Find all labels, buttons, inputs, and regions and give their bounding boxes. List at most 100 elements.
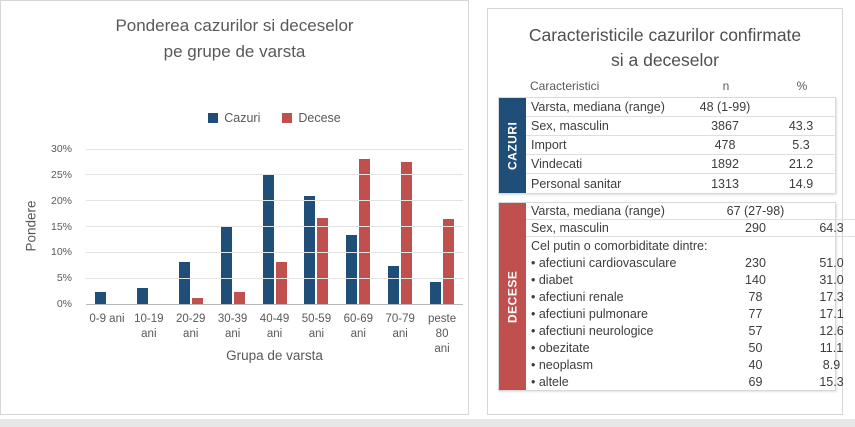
x-tick-line: 60-69 [343, 313, 373, 325]
section-rows: Varsta, mediana (range) 48 (1-99) Sex, mas… [526, 98, 835, 193]
bar-cazuri [304, 195, 316, 304]
bar-group [86, 149, 128, 304]
table-sections: CAZURI Varsta, mediana (range) 48 (1-99) Se… [498, 97, 855, 391]
bar-cazuri [388, 265, 400, 304]
table-row: Cel putin o comorbiditate dintre: [526, 237, 855, 254]
row-name: Sex, masculin [531, 221, 609, 235]
x-tick-line: ani [224, 328, 241, 340]
bar-cazuri [346, 235, 358, 304]
row-n: 78 [748, 289, 763, 304]
row-name: • afectiuni renale [531, 289, 624, 304]
row-n: 3867 [711, 119, 739, 133]
table-row: • diabet 140 31.0 [526, 271, 855, 288]
row-n: 67 (27-98) [726, 204, 785, 218]
bar-cazuri [220, 225, 232, 304]
row-n: 77 [748, 306, 763, 321]
x-tick-label: 60-69 ani [337, 312, 379, 357]
bar-decese [233, 291, 245, 304]
x-tick-line: 50-59 [301, 313, 332, 325]
y-tick-label: 30% [50, 143, 72, 155]
x-tick-line: 40-49 [259, 313, 290, 325]
table-row: • afectiuni renale 78 17.3 [526, 288, 855, 305]
x-tick-label: 10-19 ani [128, 312, 170, 357]
x-tick-line: ani [183, 328, 199, 340]
gridline [86, 148, 463, 150]
section-decese: DECESE Varsta, mediana (range) 67 (27-98) S… [498, 202, 855, 391]
gridline [86, 277, 463, 279]
y-tick-label: 25% [50, 168, 72, 181]
x-tick-label: 50-59 ani [295, 312, 337, 357]
row-n: 230 [745, 255, 766, 270]
x-tick-line: 10-19 [134, 313, 164, 325]
chart-title-line-1: Ponderea cazurilor si deceselor [115, 16, 354, 35]
table-row: Vindecati 1892 21.2 [526, 155, 835, 174]
y-tick-label: 10% [50, 246, 72, 259]
row-name: • diabet [531, 272, 573, 287]
row-n: 1313 [711, 176, 739, 191]
x-tick-line: 20-29 [176, 313, 206, 325]
table-title-line-1: Caracteristicile cazurilor confirmate [528, 25, 802, 45]
bar-cazuri [178, 261, 190, 304]
x-tick-line: ani [434, 343, 450, 355]
x-tick-label: 30-39 ani [212, 312, 254, 357]
row-name: • afectiuni cardiovasculare [531, 255, 677, 270]
bar-group [254, 149, 296, 304]
x-axis-ticks: 0-9 ani 10-19 ani 20-29 ani 30-39 ani 40-49 ani 5… [86, 312, 463, 357]
row-name: • afectiuni pulmonare [531, 306, 648, 321]
bar-group [170, 149, 212, 304]
row-n: 50 [748, 340, 763, 355]
row-name: Sex, masculin [531, 119, 609, 133]
row-pct: 5.3 [792, 138, 810, 152]
bar-decese [401, 162, 413, 304]
row-pct: 15.3 [819, 374, 844, 389]
bar-group [212, 149, 254, 304]
legend-swatch-icon [282, 113, 293, 123]
gridline [86, 174, 463, 176]
x-axis-title: Grupa de varsta [226, 348, 323, 363]
bar-decese [443, 218, 455, 304]
row-n: 48 (1-99) [699, 100, 751, 114]
x-tick-label: 0-9 ani [86, 312, 128, 357]
cases-deaths-chart-card: Ponderea cazurilor si deceselor pe grupe… [0, 0, 469, 415]
bar-group [379, 149, 421, 304]
table-row: • afectiuni pulmonare 77 17.1 [526, 305, 855, 322]
table-row: • afectiuni neurologice 57 12.6 [526, 322, 855, 339]
gridline [86, 226, 463, 227]
bar-cazuri [94, 291, 106, 304]
row-pct: 12.6 [819, 323, 844, 338]
chart-legend: Cazuri Decese [86, 111, 463, 125]
row-n: 40 [748, 357, 763, 372]
table-header: Caracteristici n % [498, 79, 836, 93]
bar-cazuri [430, 282, 442, 304]
bar-group [128, 149, 170, 304]
section-label-cazuri: CAZURI [499, 98, 526, 193]
plot-area [86, 148, 463, 305]
table-row: Personal sanitar 1313 14.9 [526, 174, 835, 193]
row-name: Varsta, mediana (range) [531, 100, 665, 114]
table-row: Sex, masculin 3867 43.3 [526, 117, 835, 136]
row-name: Varsta, mediana (range) [531, 204, 665, 218]
row-pct: 11.1 [819, 340, 844, 355]
y-tick-label: 5% [56, 272, 72, 285]
row-pct: 14.9 [788, 176, 814, 191]
section-rows: Varsta, mediana (range) 67 (27-98) Sex, ma… [526, 203, 855, 390]
row-name: Import [531, 138, 567, 152]
bar-group [337, 149, 379, 304]
y-tick-label: 20% [50, 194, 72, 207]
row-n: 69 [748, 374, 763, 389]
x-tick-label: 40-49 ani [254, 312, 296, 357]
legend-label: Cazuri [224, 111, 261, 125]
table-row: • afectiuni cardiovasculare 230 51.0 [526, 254, 855, 271]
y-tick-label: 0% [56, 298, 72, 310]
x-tick-line: 0-9 ani [89, 313, 125, 325]
column-header-percent: % [796, 79, 808, 93]
table-row: Sex, masculin 290 64.3 [526, 220, 855, 237]
table-row: Varsta, mediana (range) 48 (1-99) [526, 98, 835, 117]
row-pct: 64.3 [819, 221, 844, 235]
table-title: Caracteristicile cazurilor confirmate si… [488, 23, 842, 73]
x-tick-label: peste 80 ani [421, 312, 463, 357]
row-name: Cel putin o comorbiditate dintre: [531, 238, 708, 253]
bottom-strip [0, 419, 855, 427]
table-row: Varsta, mediana (range) 67 (27-98) [526, 203, 855, 220]
x-tick-line: ani [266, 328, 283, 340]
